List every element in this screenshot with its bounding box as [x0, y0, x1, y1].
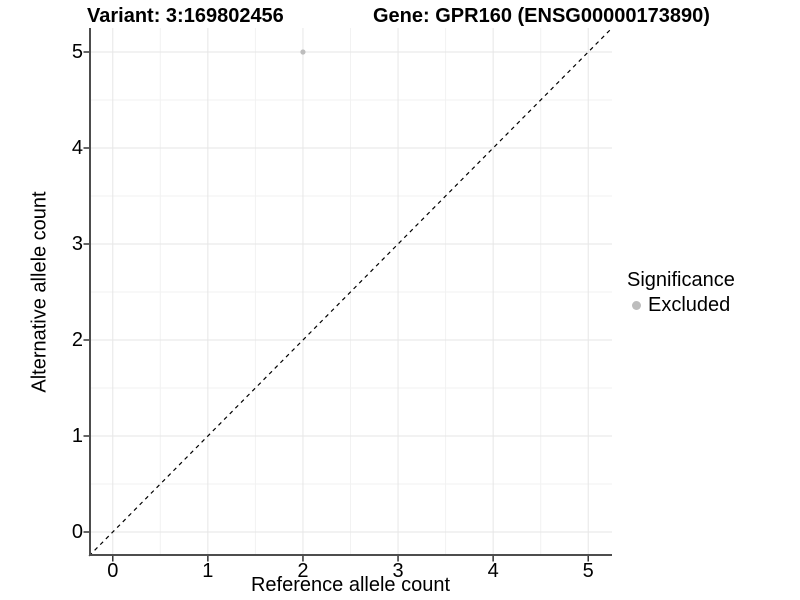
y-tick-label: 2: [71, 329, 83, 351]
legend-item-excluded: Excluded: [627, 294, 735, 316]
y-tick-label: 5: [71, 41, 83, 63]
excluded-point-icon: [632, 300, 641, 310]
y-axis-title: Alternative allele count: [28, 191, 51, 393]
legend-title: Significance: [627, 269, 735, 291]
y-tick-label: 4: [71, 137, 83, 159]
legend: Significance Excluded: [627, 268, 735, 316]
x-tick-label: 4: [487, 560, 499, 582]
data-point: [300, 49, 306, 55]
x-tick-label: 3: [392, 560, 404, 582]
x-tick-label: 2: [297, 560, 309, 582]
chart-title-gene: Gene: GPR160 (ENSG00000173890): [373, 5, 710, 27]
chart-title-variant: Variant: 3:169802456: [87, 5, 284, 27]
x-tick-label: 1: [202, 560, 214, 582]
x-tick-label: 0: [107, 560, 119, 582]
plot-area-svg: [83, 27, 613, 562]
y-tick-label: 1: [71, 425, 83, 447]
y-tick-label: 3: [71, 233, 83, 255]
plot-panel: [83, 27, 613, 562]
x-axis-title: Reference allele count: [250, 574, 450, 596]
legend-item-label: Excluded: [648, 294, 731, 316]
y-tick-label: 0: [71, 521, 83, 543]
x-tick-label: 5: [582, 560, 594, 582]
identity-reference-line: [88, 27, 613, 557]
